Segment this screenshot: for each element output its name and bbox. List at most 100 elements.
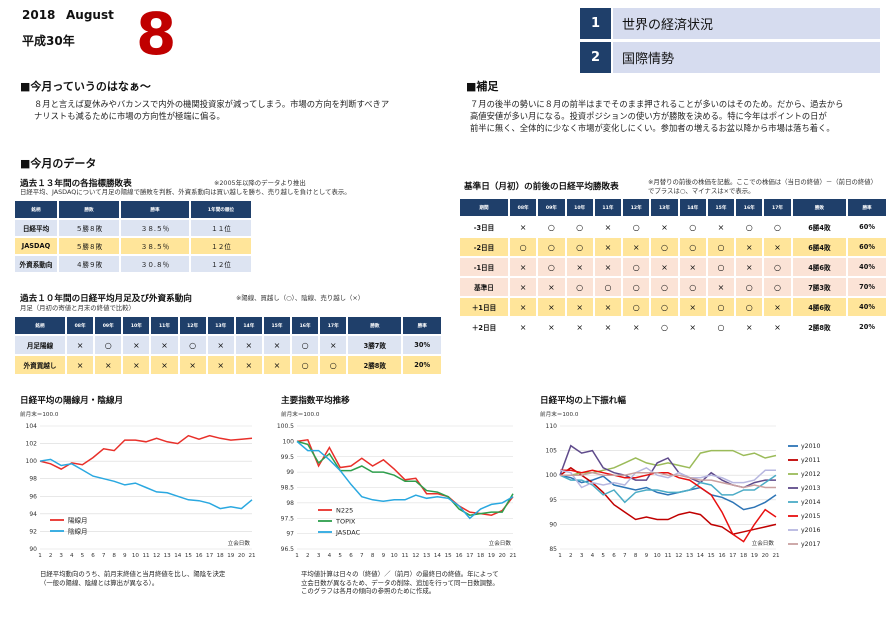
chart2-note-line: 立会日数が異なるため、データの削除、追加を行って同一日数調整。	[301, 578, 499, 587]
table-cell: ×	[235, 336, 262, 354]
toc-item-number: 2	[580, 42, 611, 73]
legend-label: JASDAC	[335, 529, 361, 537]
table-cell: ○	[679, 218, 706, 236]
table-rate-cell: 60%	[848, 218, 886, 236]
legend-label: 陽線月	[68, 516, 88, 525]
legend-label: N225	[336, 507, 353, 515]
legend-label: TOPIX	[335, 518, 356, 526]
x-axis-label: 立会日数	[489, 539, 512, 547]
x-tick-label: 6	[612, 553, 616, 559]
toc-item-1[interactable]: 1 世界の経済状況	[580, 8, 880, 39]
table-header-cell: 13年	[207, 317, 234, 334]
y-tick-label: 100.5	[277, 423, 294, 430]
intro-paragraph: ８月と言えば夏休みやバカンスで内外の機関投資家が減ってしまう。市場の方向を判断す…	[34, 98, 389, 122]
table-row-label: -1日目	[460, 258, 508, 276]
x-tick-label: 14	[174, 553, 182, 559]
table-cell: ×	[235, 356, 262, 374]
table-header-cell: 13年	[651, 199, 678, 216]
table-cell: ○	[736, 298, 763, 316]
table-cell: ×	[207, 336, 234, 354]
x-tick-label: 16	[718, 553, 726, 559]
y-tick-label: 100	[26, 458, 38, 465]
x-tick-label: 20	[762, 553, 770, 559]
table-row-label: 外資買越し	[15, 356, 65, 374]
table-cell: １２位	[191, 256, 251, 272]
table-row-label: 基準日	[460, 278, 508, 296]
toc-item-label: 世界の経済状況	[613, 8, 880, 39]
table-row: 基準日 × × ○ ○ ○ ○ ○ × ○ ○ 7勝3敗 70%	[460, 278, 886, 296]
table-header-cell: 12年	[623, 199, 650, 216]
table-header-cell: 勝敗	[348, 317, 402, 334]
table-cell: ×	[320, 336, 347, 354]
legend-label: y2010	[801, 443, 820, 450]
x-tick-label: 17	[206, 553, 214, 559]
y-tick-label: 98.5	[281, 485, 295, 492]
table-header-cell: 17年	[764, 199, 791, 216]
intro-line: ナリストも減るために市場の方向性が極端に偏る。	[34, 111, 225, 121]
y-tick-label: 98	[286, 500, 294, 507]
series-line-y2012	[560, 449, 777, 476]
x-tick-label: 14	[697, 553, 705, 559]
x-tick-label: 9	[123, 553, 127, 559]
chart2-unit-label: 前月末＝100.0	[281, 412, 320, 418]
x-tick-label: 4	[70, 553, 74, 559]
y-tick-label: 99	[286, 469, 294, 476]
table-cell: ○	[179, 336, 206, 354]
y-tick-label: 96	[29, 493, 37, 500]
toc-item-number: 1	[580, 8, 611, 39]
table-cell: ×	[538, 278, 565, 296]
toc-item-2[interactable]: 2 国際情勢	[580, 42, 880, 73]
table-result-cell: 4勝6敗	[792, 258, 847, 276]
table-cell: ×	[67, 356, 94, 374]
table-cell: ○	[764, 218, 791, 236]
x-tick-label: 21	[772, 553, 780, 559]
table-cell: ×	[651, 218, 678, 236]
chart1-title: 日経平均の陽線月・陰線月	[20, 396, 124, 406]
table-result-cell: 2勝8敗	[792, 318, 847, 336]
table-header-cell: 勝敗	[792, 199, 847, 216]
toc-item-label: 国際情勢	[613, 42, 880, 73]
table-row-label: 月足陽線	[15, 336, 65, 354]
y-tick-label: 92	[29, 528, 37, 535]
table-cell: ５勝８敗	[59, 238, 119, 254]
table-cell: ×	[594, 318, 622, 336]
x-tick-label: 16	[195, 553, 203, 559]
table-cell: ×	[510, 278, 537, 296]
table-cell: ×	[95, 356, 122, 374]
table-cell: ×	[67, 336, 94, 354]
table1-indicator-results: 銘柄 勝敗 勝率 1年間の順位 日経平均 ５勝８敗 ３８.５％ １１位 JASD…	[13, 199, 253, 274]
series-line-y2013	[559, 444, 776, 489]
x-tick-label: 16	[455, 553, 463, 559]
table-cell: ×	[764, 238, 791, 256]
table1-description: 日経平均、JASDAQについて月足の陽線で勝敗を判断、外資系動向は買い越しを勝ち…	[20, 188, 351, 196]
x-tick-label: 7	[360, 553, 364, 559]
x-tick-label: 15	[708, 553, 716, 559]
table-header-cell: 期間	[460, 199, 508, 216]
table-cell: ○	[292, 356, 319, 374]
table1-title: 過去１３年間の各指標勝敗表	[20, 179, 132, 189]
series-line-y2017	[560, 471, 776, 489]
x-tick-label: 10	[391, 553, 399, 559]
table-header-cell: 1年間の順位	[191, 201, 251, 218]
table-cell: ×	[566, 298, 593, 316]
series-line-y2010	[559, 474, 777, 511]
table-row: 日経平均 ５勝８敗 ３８.５％ １１位	[15, 220, 251, 236]
table-cell: ○	[623, 258, 650, 276]
table-cell: ×	[679, 298, 706, 316]
y-tick-label: 99.5	[281, 454, 295, 461]
x-tick-label: 3	[59, 553, 63, 559]
table-cell: ×	[263, 356, 290, 374]
table-row-label: ＋2日目	[460, 318, 508, 336]
table-cell: ○	[651, 318, 678, 336]
x-tick-label: 6	[349, 553, 353, 559]
table-cell: ○	[623, 298, 650, 316]
table-cell: １１位	[191, 220, 251, 236]
table-cell: ×	[510, 318, 537, 336]
table-cell: ×	[263, 336, 290, 354]
table-cell: ×	[679, 258, 706, 276]
table-cell: ×	[594, 218, 622, 236]
x-tick-label: 9	[645, 553, 649, 559]
table-header-cell: 15年	[263, 317, 290, 334]
legend-label: y2011	[801, 457, 820, 464]
